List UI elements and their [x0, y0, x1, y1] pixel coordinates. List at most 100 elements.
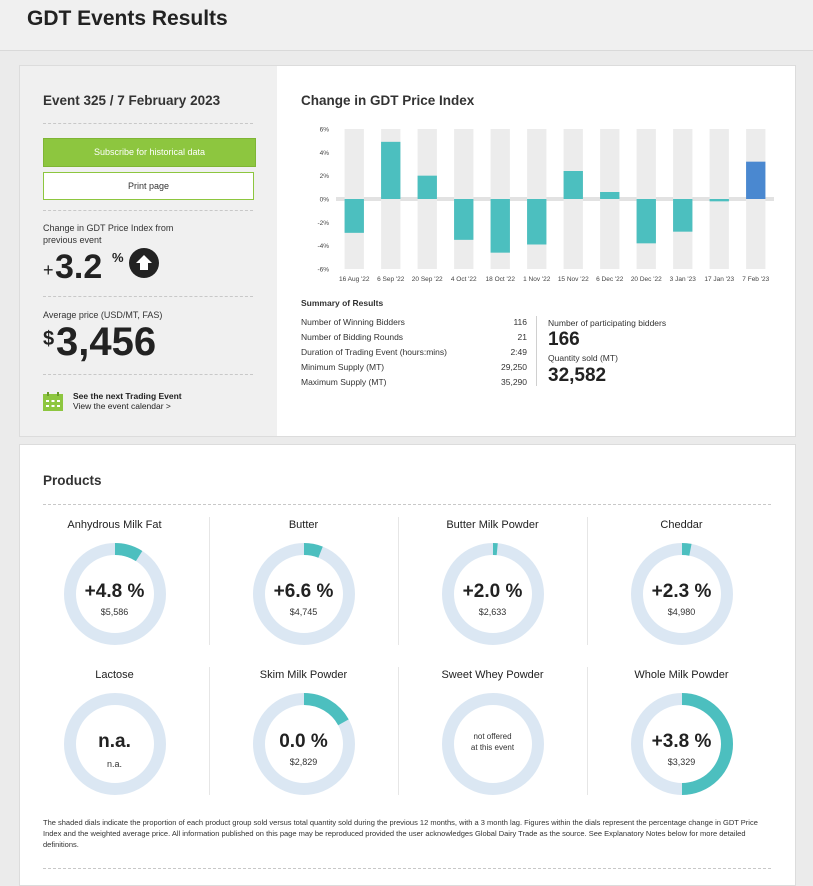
header-bar: GDT Events Results	[0, 0, 813, 51]
y-tick-label: 4%	[320, 150, 330, 157]
products-panel: Products Anhydrous Milk Fat +4.8 % $5,58…	[19, 444, 796, 886]
currency-symbol: $	[43, 328, 54, 351]
summary-row: Maximum Supply (MT) 35,290	[301, 377, 527, 387]
bar	[637, 199, 656, 243]
chart-title: Change in GDT Price Index	[301, 93, 474, 108]
divider	[43, 504, 771, 505]
y-tick-label: 6%	[320, 127, 330, 134]
divider	[43, 868, 771, 869]
product-name: Lactose	[20, 669, 209, 681]
product-price: n.a.	[20, 759, 209, 769]
product-name: Whole Milk Powder	[587, 669, 776, 681]
x-tick-label: 7 Feb '23	[742, 276, 769, 283]
divider	[43, 210, 253, 211]
summary-label: Number of Winning Bidders	[301, 317, 405, 327]
summary-row: Minimum Supply (MT) 29,250	[301, 362, 527, 372]
next-event-title[interactable]: See the next Trading Event	[73, 391, 182, 401]
product-change: +4.8 %	[20, 581, 209, 603]
product-price: $2,829	[209, 757, 398, 767]
change-sign: +	[43, 260, 54, 281]
event-calendar-link[interactable]: View the event calendar >	[73, 401, 182, 411]
arrow-up-circle-icon	[129, 248, 159, 278]
bar	[381, 142, 400, 199]
note-line: not offered	[457, 731, 528, 742]
next-event[interactable]: See the next Trading Event View the even…	[73, 391, 182, 411]
x-tick-label: 18 Oct '22	[486, 276, 516, 283]
average-price-label: Average price (USD/MT, FAS)	[43, 310, 162, 320]
divider	[43, 296, 253, 297]
summary-row: Duration of Trading Event (hours:mins) 2:…	[301, 347, 527, 357]
x-tick-label: 17 Jan '23	[704, 276, 734, 283]
zero-line	[336, 197, 774, 201]
bar	[491, 199, 510, 253]
summary-value: 2:49	[510, 347, 527, 357]
bar	[345, 199, 364, 233]
subscribe-button[interactable]: Subscribe for historical data	[43, 138, 256, 167]
event-title: Event 325 / 7 February 2023	[43, 93, 220, 108]
product-name: Skim Milk Powder	[209, 669, 398, 681]
divider	[43, 123, 253, 124]
event-sidebar: Event 325 / 7 February 2023 Subscribe fo…	[20, 66, 277, 436]
participating-bidders-label: Number of participating bidders	[548, 318, 666, 328]
note-line: at this event	[457, 742, 528, 753]
x-tick-label: 4 Oct '22	[451, 276, 477, 283]
product-change: +3.8 %	[587, 731, 776, 753]
summary-row: Number of Winning Bidders 116	[301, 317, 527, 327]
x-tick-label: 16 Aug '22	[339, 276, 370, 283]
ring-share-arc	[304, 699, 343, 722]
summary-label: Number of Bidding Rounds	[301, 332, 403, 342]
bar	[418, 176, 437, 199]
divider	[43, 374, 253, 375]
bar	[600, 192, 619, 199]
ring-share-arc	[304, 549, 321, 552]
product-name: Butter Milk Powder	[398, 519, 587, 531]
footnote: The shaded dials indicate the proportion…	[43, 817, 758, 850]
product-change: +6.6 %	[209, 581, 398, 603]
summary-value: 116	[513, 317, 527, 327]
y-tick-label: 2%	[320, 173, 330, 180]
summary-value: 35,290	[501, 377, 527, 387]
summary-label: Minimum Supply (MT)	[301, 362, 384, 372]
x-tick-label: 6 Sep '22	[377, 276, 405, 283]
change-unit: %	[112, 250, 124, 265]
not-offered-note: not offered at this event	[457, 731, 528, 753]
x-tick-label: 20 Dec '22	[631, 276, 662, 283]
product-name: Cheddar	[587, 519, 776, 531]
y-tick-label: 0%	[320, 197, 330, 204]
participating-bidders-value: 166	[548, 329, 580, 351]
ring-share-arc	[682, 549, 690, 550]
x-tick-label: 1 Nov '22	[523, 276, 551, 283]
summary-value: 29,250	[501, 362, 527, 372]
product-name: Sweet Whey Powder	[398, 669, 587, 681]
ring-share-arc	[115, 549, 139, 556]
bar	[746, 162, 765, 199]
product-name: Anhydrous Milk Fat	[20, 519, 209, 531]
x-tick-label: 15 Nov '22	[558, 276, 589, 283]
summary-label: Duration of Trading Event (hours:mins)	[301, 347, 447, 357]
product-change: +2.3 %	[587, 581, 776, 603]
summary-label: Maximum Supply (MT)	[301, 377, 386, 387]
x-tick-label: 3 Jan '23	[670, 276, 697, 283]
product-change: n.a.	[20, 731, 209, 753]
quantity-sold-value: 32,582	[548, 365, 606, 387]
product-name: Butter	[209, 519, 398, 531]
change-value: 3.2	[55, 248, 102, 287]
summary-value: 21	[518, 332, 527, 342]
quantity-sold-label: Quantity sold (MT)	[548, 353, 618, 363]
y-tick-label: -6%	[317, 267, 329, 274]
product-price: $5,586	[20, 607, 209, 617]
bar	[454, 199, 473, 240]
y-tick-label: -4%	[317, 243, 329, 250]
product-change: +2.0 %	[398, 581, 587, 603]
product-change: 0.0 %	[209, 731, 398, 753]
print-page-button[interactable]: Print page	[43, 172, 254, 200]
product-price: $3,329	[587, 757, 776, 767]
x-tick-label: 6 Dec '22	[596, 276, 624, 283]
product-price: $4,980	[587, 607, 776, 617]
product-price: $4,745	[209, 607, 398, 617]
average-price-value: 3,456	[56, 320, 156, 365]
divider	[536, 316, 537, 386]
page-title: GDT Events Results	[27, 7, 228, 31]
summary-row: Number of Bidding Rounds 21	[301, 332, 527, 342]
